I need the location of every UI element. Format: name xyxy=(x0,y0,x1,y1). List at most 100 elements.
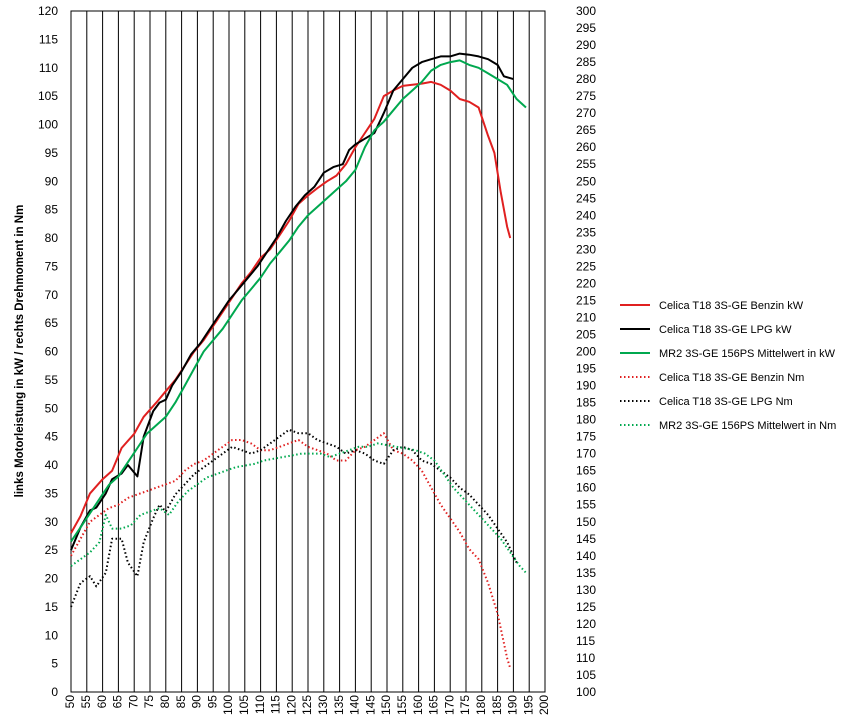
y-tick-label-21: 105 xyxy=(38,89,58,103)
y2-tick-label-24: 220 xyxy=(576,276,596,290)
x-tick-label-14: 120 xyxy=(284,695,298,715)
x-tick-label-3: 65 xyxy=(111,695,125,709)
y-tick-label-18: 90 xyxy=(45,174,59,188)
y2-tick-label-29: 245 xyxy=(576,191,596,205)
x-tick-label-25: 175 xyxy=(458,695,472,715)
y2-tick-label-7: 135 xyxy=(576,566,596,580)
legend-label-5: MR2 3S-GE 156PS Mittelwert in Nm xyxy=(659,420,836,432)
y-tick-label-14: 70 xyxy=(45,288,59,302)
y2-tick-label-0: 100 xyxy=(576,685,596,699)
series-line-2 xyxy=(70,59,527,543)
y-tick-label-19: 95 xyxy=(45,146,59,160)
y2-tick-label-19: 195 xyxy=(576,362,596,376)
series-line-1 xyxy=(70,52,514,551)
y2-tick-label-13: 165 xyxy=(576,464,596,478)
y-tick-label-23: 115 xyxy=(39,32,58,46)
y-tick-label-10: 50 xyxy=(45,401,59,415)
y2-tick-label-3: 115 xyxy=(576,634,595,648)
y2-tick-label-9: 145 xyxy=(576,532,596,546)
y2-tick-label-2: 110 xyxy=(576,651,595,665)
y2-tick-label-4: 120 xyxy=(576,617,596,631)
y2-tick-label-38: 290 xyxy=(576,38,596,52)
x-tick-label-10: 100 xyxy=(221,695,235,715)
y-tick-label-20: 100 xyxy=(38,118,58,132)
y2-tick-label-17: 185 xyxy=(576,396,596,410)
y2-tick-label-25: 225 xyxy=(576,259,596,273)
y-tick-label-16: 80 xyxy=(45,231,59,245)
y-tick-label-6: 30 xyxy=(45,515,59,529)
y-tick-label-2: 10 xyxy=(45,628,59,642)
y-tick-label-12: 60 xyxy=(45,345,59,359)
y-tick-label-0: 0 xyxy=(51,685,58,699)
left-axis-ticks: 0 5 10 15 20 25 30 35 40 45 50 55 60 65 70 75 80 85 90 95 10… xyxy=(38,4,58,699)
y2-tick-label-27: 235 xyxy=(576,225,596,239)
y2-tick-label-31: 255 xyxy=(576,157,596,171)
y-tick-label-3: 15 xyxy=(45,600,59,614)
x-tick-label-4: 70 xyxy=(126,695,140,709)
y2-tick-label-32: 260 xyxy=(576,140,596,154)
y2-tick-label-12: 160 xyxy=(576,481,596,495)
y2-tick-label-33: 265 xyxy=(576,123,596,137)
y2-tick-label-40: 300 xyxy=(576,4,596,18)
x-tick-label-23: 165 xyxy=(427,695,441,715)
y2-tick-label-23: 215 xyxy=(576,293,596,307)
y-tick-label-13: 65 xyxy=(45,316,59,330)
x-tick-label-7: 85 xyxy=(174,695,188,709)
x-tick-label-19: 145 xyxy=(363,695,377,715)
y2-tick-label-37: 285 xyxy=(576,55,596,69)
y2-tick-label-35: 275 xyxy=(576,89,596,103)
y2-tick-label-14: 170 xyxy=(576,447,596,461)
x-tick-label-30: 200 xyxy=(537,695,551,715)
series-line-0 xyxy=(70,80,512,534)
series-line-3 xyxy=(70,432,512,669)
x-tick-label-22: 160 xyxy=(411,695,425,715)
legend-label-1: Celica T18 3S-GE LPG kW xyxy=(659,324,792,336)
series-line-5 xyxy=(70,442,527,574)
y2-tick-label-11: 155 xyxy=(576,498,596,512)
y-tick-label-1: 5 xyxy=(51,657,58,671)
legend-label-4: Celica T18 3S-GE LPG Nm xyxy=(659,396,793,408)
x-tick-label-1: 55 xyxy=(79,695,93,709)
x-tick-label-6: 80 xyxy=(158,695,172,709)
y2-tick-label-36: 280 xyxy=(576,72,596,86)
x-tick-label-13: 115 xyxy=(269,695,283,714)
series-line-4 xyxy=(70,428,518,608)
y2-tick-label-8: 140 xyxy=(576,549,596,563)
plot-area-frame xyxy=(70,10,546,693)
x-tick-label-16: 130 xyxy=(316,695,330,715)
y2-tick-label-30: 250 xyxy=(576,174,596,188)
y-tick-label-11: 55 xyxy=(45,373,59,387)
x-tick-label-26: 180 xyxy=(474,695,488,715)
y2-tick-label-39: 295 xyxy=(576,21,596,35)
y2-tick-label-28: 240 xyxy=(576,208,596,222)
y2-tick-label-26: 230 xyxy=(576,242,596,256)
y-tick-label-7: 35 xyxy=(45,486,59,500)
y-tick-label-4: 20 xyxy=(45,572,59,586)
y2-tick-label-16: 180 xyxy=(576,413,596,427)
y2-tick-label-22: 210 xyxy=(576,310,596,324)
y2-tick-label-6: 130 xyxy=(576,583,596,597)
x-tick-label-8: 90 xyxy=(190,695,204,709)
x-tick-label-11: 105 xyxy=(237,695,251,715)
legend-label-2: MR2 3S-GE 156PS Mittelwert in kW xyxy=(659,348,836,360)
legend-label-3: Celica T18 3S-GE Benzin Nm xyxy=(659,372,804,384)
x-tick-label-9: 95 xyxy=(205,695,219,709)
legend-label-0: Celica T18 3S-GE Benzin kW xyxy=(659,300,804,312)
y2-tick-label-5: 125 xyxy=(576,600,596,614)
x-tick-label-29: 195 xyxy=(521,695,535,715)
x-tick-label-2: 60 xyxy=(95,695,109,709)
y2-tick-label-21: 205 xyxy=(576,327,596,341)
y-axis-label: links Motorleistung in kW / rechts Drehm… xyxy=(14,205,26,498)
y-tick-label-5: 25 xyxy=(45,543,59,557)
x-tick-label-0: 50 xyxy=(63,695,77,709)
y-tick-label-24: 120 xyxy=(38,4,58,18)
x-tick-label-17: 135 xyxy=(332,695,346,715)
y-tick-label-8: 40 xyxy=(45,458,59,472)
x-tick-label-12: 110 xyxy=(253,695,267,714)
x-tick-label-20: 150 xyxy=(379,695,393,715)
x-tick-label-21: 155 xyxy=(395,695,409,715)
y-tick-label-15: 75 xyxy=(45,259,59,273)
y-tick-label-17: 85 xyxy=(45,203,59,217)
x-axis-ticks: 50 55 60 65 70 75 80 85 90 95 100 105 110 115 120 125 13… xyxy=(63,695,551,715)
